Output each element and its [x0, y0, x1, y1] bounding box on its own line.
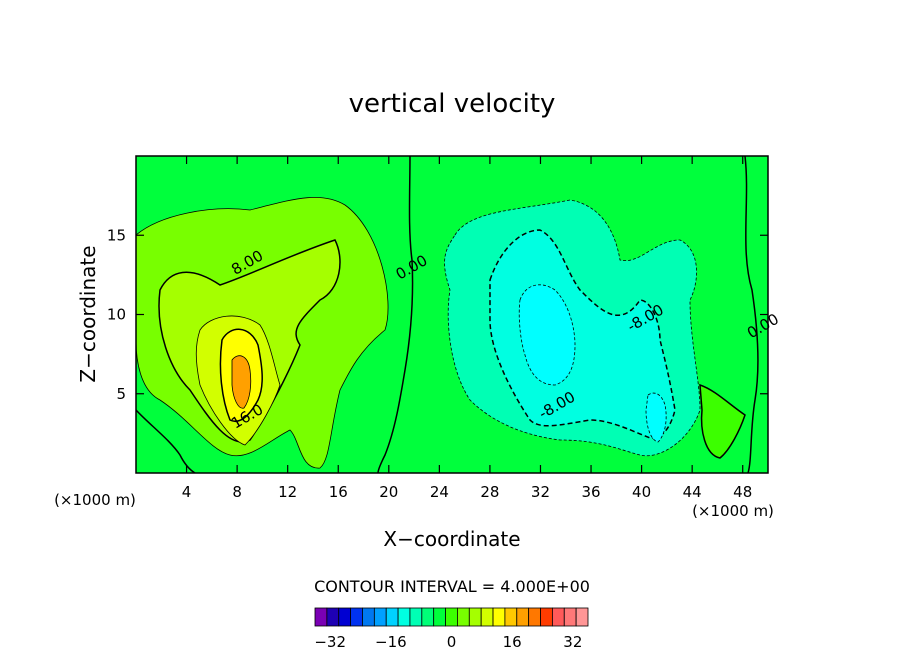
x-tick-label: 4: [182, 483, 192, 501]
x-unit-left: (×1000 m): [54, 491, 136, 509]
x-axis-ticks: 4 8 12 16 20 24 28 32 36 40 44 48: [182, 156, 752, 501]
x-tick-label: 40: [632, 483, 651, 501]
colorbar-swatch: [504, 607, 518, 627]
colorbar-swatch: [397, 607, 411, 627]
colorbar-tick-label: −32: [314, 633, 346, 651]
colorbar-swatch: [516, 607, 530, 627]
y-tick-label: 5: [116, 385, 126, 403]
colorbar-tick-label: 16: [503, 633, 522, 651]
x-tick-label: 44: [683, 483, 702, 501]
y-axis-ticks: 5 10 15: [107, 226, 768, 403]
x-tick-label: 48: [733, 483, 752, 501]
x-tick-label: 28: [480, 483, 499, 501]
colorbar-swatch: [468, 607, 482, 627]
plot-area: [136, 156, 768, 473]
colorbar-swatch: [373, 607, 387, 627]
colorbar-swatch: [551, 607, 565, 627]
colorbar-swatch: [457, 607, 470, 627]
zero-contour-right: [744, 156, 759, 473]
x-axis-label: X−coordinate: [383, 527, 520, 551]
colorbar-tick-label: 32: [563, 633, 582, 651]
y-axis-label: Z−coordinate: [76, 245, 100, 382]
colorbar: [314, 607, 589, 627]
chart-title: vertical velocity: [349, 89, 556, 119]
colorbar-tick-label: −16: [375, 633, 407, 651]
x-tick-label: 24: [430, 483, 449, 501]
colorbar-tick-labels: −32 −16 0 16 32: [314, 633, 582, 651]
colorbar-swatch: [350, 607, 363, 627]
colorbar-swatch: [528, 607, 541, 627]
colorbar-swatch: [445, 607, 458, 627]
colorbar-swatch: [540, 607, 553, 627]
colorbar-swatch: [409, 607, 423, 627]
y-tick-label: 10: [107, 306, 126, 324]
x-unit-right: (×1000 m): [692, 502, 774, 520]
x-tick-label: 8: [232, 483, 242, 501]
band-neg-8: [518, 284, 576, 386]
colorbar-swatch: [326, 607, 340, 627]
colorbar-swatch: [338, 607, 352, 627]
colorbar-swatch: [575, 607, 589, 627]
x-tick-label: 16: [329, 483, 348, 501]
colorbar-swatch: [433, 607, 446, 627]
colorbar-swatch: [385, 607, 399, 627]
contour-interval-text: CONTOUR INTERVAL = 4.000E+00: [314, 577, 590, 596]
colorbar-swatch: [362, 607, 375, 627]
colorbar-swatch: [563, 607, 577, 627]
y-tick-label: 15: [107, 226, 126, 244]
x-tick-label: 20: [379, 483, 398, 501]
band-pos-20: [231, 355, 252, 409]
x-tick-label: 32: [531, 483, 550, 501]
zero-contour-left: [377, 156, 414, 473]
colorbar-swatch: [421, 607, 435, 627]
colorbar-swatch: [314, 607, 328, 627]
x-tick-label: 12: [278, 483, 297, 501]
x-tick-label: 36: [581, 483, 600, 501]
colorbar-swatch: [480, 607, 494, 627]
band-neg-4: [489, 229, 676, 439]
colorbar-tick-label: 0: [447, 633, 457, 651]
band-neg-lobe: [645, 392, 667, 443]
colorbar-swatch: [492, 607, 506, 627]
band-pos-right: [699, 383, 746, 459]
zero-contour-bottom: [136, 409, 196, 473]
